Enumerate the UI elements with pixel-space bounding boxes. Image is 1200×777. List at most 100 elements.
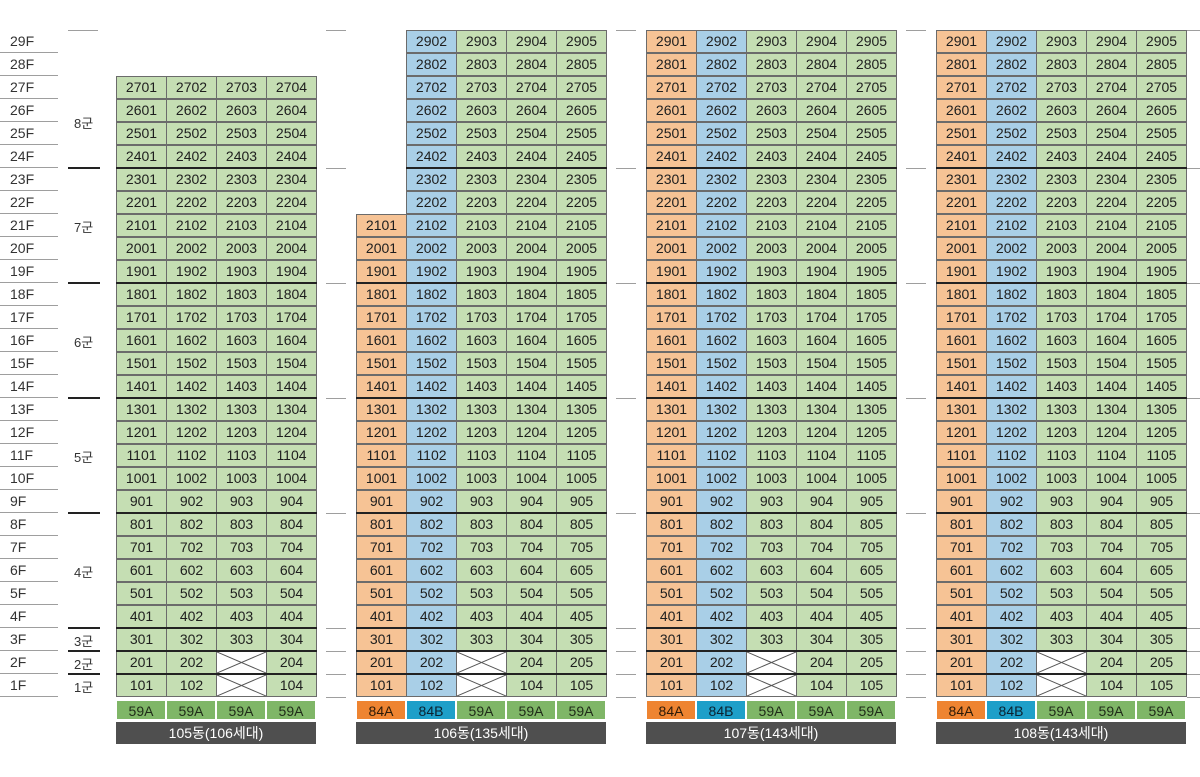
unit-cell[interactable]: 1505 [1136,352,1187,375]
unit-cell[interactable]: 202 [986,651,1037,674]
unit-cell[interactable]: 805 [846,513,897,536]
unit-cell[interactable]: 1302 [986,398,1037,421]
unit-cell[interactable]: 1405 [556,375,607,398]
unit-cell[interactable]: 2302 [696,168,747,191]
unit-cell[interactable]: 1904 [1086,260,1137,283]
unit-cell[interactable]: 2402 [986,145,1037,168]
unit-cell[interactable]: 2405 [1136,145,1187,168]
unit-cell[interactable]: 1401 [646,375,697,398]
unit-cell[interactable]: 2602 [986,99,1037,122]
unit-cell[interactable]: 1205 [556,421,607,444]
unit-cell[interactable]: 1605 [1136,329,1187,352]
unit-cell[interactable]: 502 [406,582,457,605]
unit-cell[interactable]: 1005 [1136,467,1187,490]
unit-cell[interactable]: 1905 [1136,260,1187,283]
unit-cell[interactable]: 505 [556,582,607,605]
unit-cell[interactable]: 2802 [406,53,457,76]
unit-cell[interactable]: 1805 [1136,283,1187,306]
unit-cell[interactable]: 301 [356,628,407,651]
unit-cell[interactable]: 805 [1136,513,1187,536]
unit-cell[interactable]: 1604 [506,329,557,352]
unit-cell[interactable]: 2505 [846,122,897,145]
unit-cell[interactable]: 804 [266,513,317,536]
unit-cell[interactable]: 2702 [166,76,217,99]
unit-cell[interactable]: 1104 [266,444,317,467]
unit-cell[interactable]: 703 [746,536,797,559]
unit-cell[interactable]: 1602 [986,329,1037,352]
unit-cell[interactable]: 2105 [556,214,607,237]
unit-cell[interactable]: 1003 [1036,467,1087,490]
unit-cell[interactable]: 1404 [796,375,847,398]
unit-cell[interactable]: 1204 [266,421,317,444]
unit-cell[interactable]: 1704 [266,306,317,329]
unit-cell[interactable]: 802 [986,513,1037,536]
unit-cell[interactable]: 2304 [506,168,557,191]
unit-cell[interactable]: 405 [1136,605,1187,628]
unit-cell[interactable]: 2301 [116,168,167,191]
unit-cell[interactable]: 2604 [506,99,557,122]
unit-cell[interactable]: 301 [936,628,987,651]
unit-cell[interactable]: 1503 [1036,352,1087,375]
unit-cell[interactable]: 1601 [646,329,697,352]
unit-cell[interactable]: 1701 [116,306,167,329]
unit-cell[interactable]: 2003 [1036,237,1087,260]
unit-cell[interactable]: 402 [166,605,217,628]
unit-cell[interactable]: 2104 [796,214,847,237]
unit-cell[interactable]: 2403 [1036,145,1087,168]
unit-cell[interactable]: 1305 [556,398,607,421]
unit-cell[interactable]: 303 [1036,628,1087,651]
unit-cell[interactable]: 2903 [746,30,797,53]
unit-cell[interactable]: 904 [796,490,847,513]
unit-cell[interactable]: 2105 [846,214,897,237]
unit-cell[interactable]: 804 [796,513,847,536]
unit-cell[interactable]: 604 [266,559,317,582]
unit-cell[interactable]: 404 [1086,605,1137,628]
unit-cell[interactable]: 1505 [556,352,607,375]
unit-cell[interactable]: 104 [266,674,317,697]
unit-cell[interactable]: 602 [986,559,1037,582]
unit-cell[interactable]: 1804 [266,283,317,306]
unit-cell[interactable]: 2002 [986,237,1037,260]
unit-cell[interactable]: 1404 [266,375,317,398]
unit-cell[interactable]: 101 [116,674,167,697]
unit-cell[interactable]: 803 [216,513,267,536]
unit-cell[interactable]: 2404 [266,145,317,168]
unit-cell[interactable]: 2005 [846,237,897,260]
unit-cell[interactable]: 2803 [456,53,507,76]
unit-cell[interactable]: 204 [796,651,847,674]
unit-cell[interactable]: 801 [646,513,697,536]
unit-cell[interactable]: 504 [506,582,557,605]
unit-cell[interactable]: 1003 [456,467,507,490]
unit-cell[interactable]: 501 [936,582,987,605]
unit-cell[interactable]: 2304 [796,168,847,191]
unit-cell[interactable]: 2003 [216,237,267,260]
unit-cell[interactable]: 1201 [936,421,987,444]
unit-cell[interactable]: 1002 [166,467,217,490]
unit-cell[interactable]: 1102 [986,444,1037,467]
unit-cell[interactable]: 1901 [936,260,987,283]
unit-cell[interactable]: 1205 [846,421,897,444]
unit-cell[interactable]: 1905 [846,260,897,283]
unit-cell[interactable]: 2004 [506,237,557,260]
unit-cell[interactable]: 1401 [356,375,407,398]
unit-cell[interactable]: 1404 [506,375,557,398]
unit-cell[interactable]: 1704 [506,306,557,329]
unit-cell[interactable]: 2401 [646,145,697,168]
unit-cell[interactable]: 1601 [356,329,407,352]
unit-cell[interactable]: 303 [216,628,267,651]
unit-cell[interactable]: 2304 [1086,168,1137,191]
unit-cell[interactable]: 2002 [166,237,217,260]
unit-cell[interactable]: 501 [116,582,167,605]
unit-cell[interactable]: 502 [166,582,217,605]
unit-cell[interactable]: 1603 [456,329,507,352]
unit-cell[interactable]: 2805 [846,53,897,76]
unit-cell[interactable]: 401 [116,605,167,628]
unit-cell[interactable]: 2103 [216,214,267,237]
unit-cell[interactable]: 1302 [166,398,217,421]
unit-cell[interactable]: 601 [356,559,407,582]
unit-cell[interactable]: 302 [166,628,217,651]
unit-cell[interactable]: 2001 [646,237,697,260]
unit-cell[interactable]: 1304 [796,398,847,421]
unit-cell[interactable]: 1903 [746,260,797,283]
unit-cell[interactable]: 2205 [1136,191,1187,214]
